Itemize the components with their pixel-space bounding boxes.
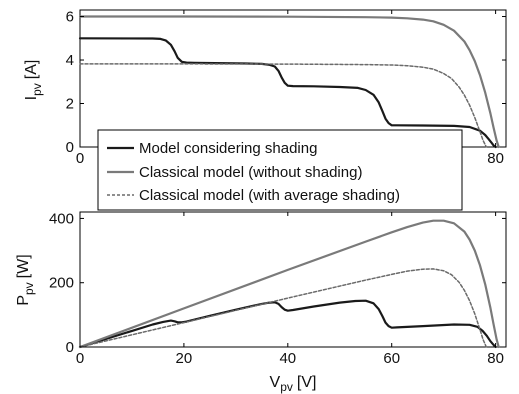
- power-xtick-label: 60: [383, 350, 400, 367]
- power-xlabel-unit: [V]: [297, 374, 317, 391]
- current-xtick-label: 80: [487, 150, 504, 167]
- current-series-classical-no-shading: [78, 15, 500, 149]
- current-ylabel-main: I: [23, 96, 40, 100]
- power-panel: 0 20 40 60 80 0 200 400 Ppv [W] Vpv [V]: [15, 210, 507, 394]
- power-ylabel-main: P: [15, 295, 32, 306]
- current-plot-frame: [79, 9, 507, 148]
- power-series-model-shading: [78, 299, 497, 349]
- current-ytick-label: 0: [66, 139, 74, 156]
- current-series-model-shading: [78, 37, 497, 149]
- power-ticks-group: 0 20 40 60 80 0 200 400: [49, 210, 506, 367]
- power-plot-frame: [79, 211, 507, 348]
- power-xtick-label: 0: [76, 350, 84, 367]
- power-ytick-label: 400: [49, 210, 74, 227]
- legend: Model considering shading Classical mode…: [97, 129, 463, 211]
- power-ylabel-sub: pv: [22, 282, 36, 295]
- power-series-classical-no-shading: [78, 219, 500, 349]
- power-xlabel-sub: pv: [280, 380, 293, 394]
- legend-label-classical-average: Classical model (with average shading): [139, 187, 400, 204]
- power-series-classical-average: [79, 268, 488, 348]
- current-ytick-label: 6: [66, 9, 74, 26]
- current-ytick-label: 4: [66, 52, 74, 69]
- current-axis-ylabel: Ipv [A]: [23, 60, 44, 101]
- power-axis-xlabel: Vpv [V]: [270, 374, 317, 394]
- power-xtick-label: 40: [279, 350, 296, 367]
- current-xtick-label: 0: [76, 150, 84, 167]
- legend-box: [97, 129, 463, 211]
- power-ytick-label: 200: [49, 275, 74, 292]
- current-ylabel-sub: pv: [30, 83, 44, 96]
- legend-label-model-shading: Model considering shading: [139, 140, 317, 157]
- current-series-classical-average: [79, 63, 488, 148]
- power-xtick-label: 80: [487, 350, 504, 367]
- legend-label-classical-no-shading: Classical model (without shading): [139, 164, 362, 181]
- power-xlabel-main: V: [270, 374, 281, 391]
- power-series-group: [78, 219, 500, 349]
- power-ylabel-unit: [W]: [15, 254, 32, 278]
- current-series-group: [78, 15, 500, 149]
- current-ylabel-unit: [A]: [23, 60, 40, 80]
- power-ytick-label: 0: [66, 339, 74, 356]
- power-axis-ylabel: Ppv [W]: [15, 254, 36, 305]
- power-xtick-label: 20: [176, 350, 193, 367]
- current-ytick-label: 2: [66, 96, 74, 113]
